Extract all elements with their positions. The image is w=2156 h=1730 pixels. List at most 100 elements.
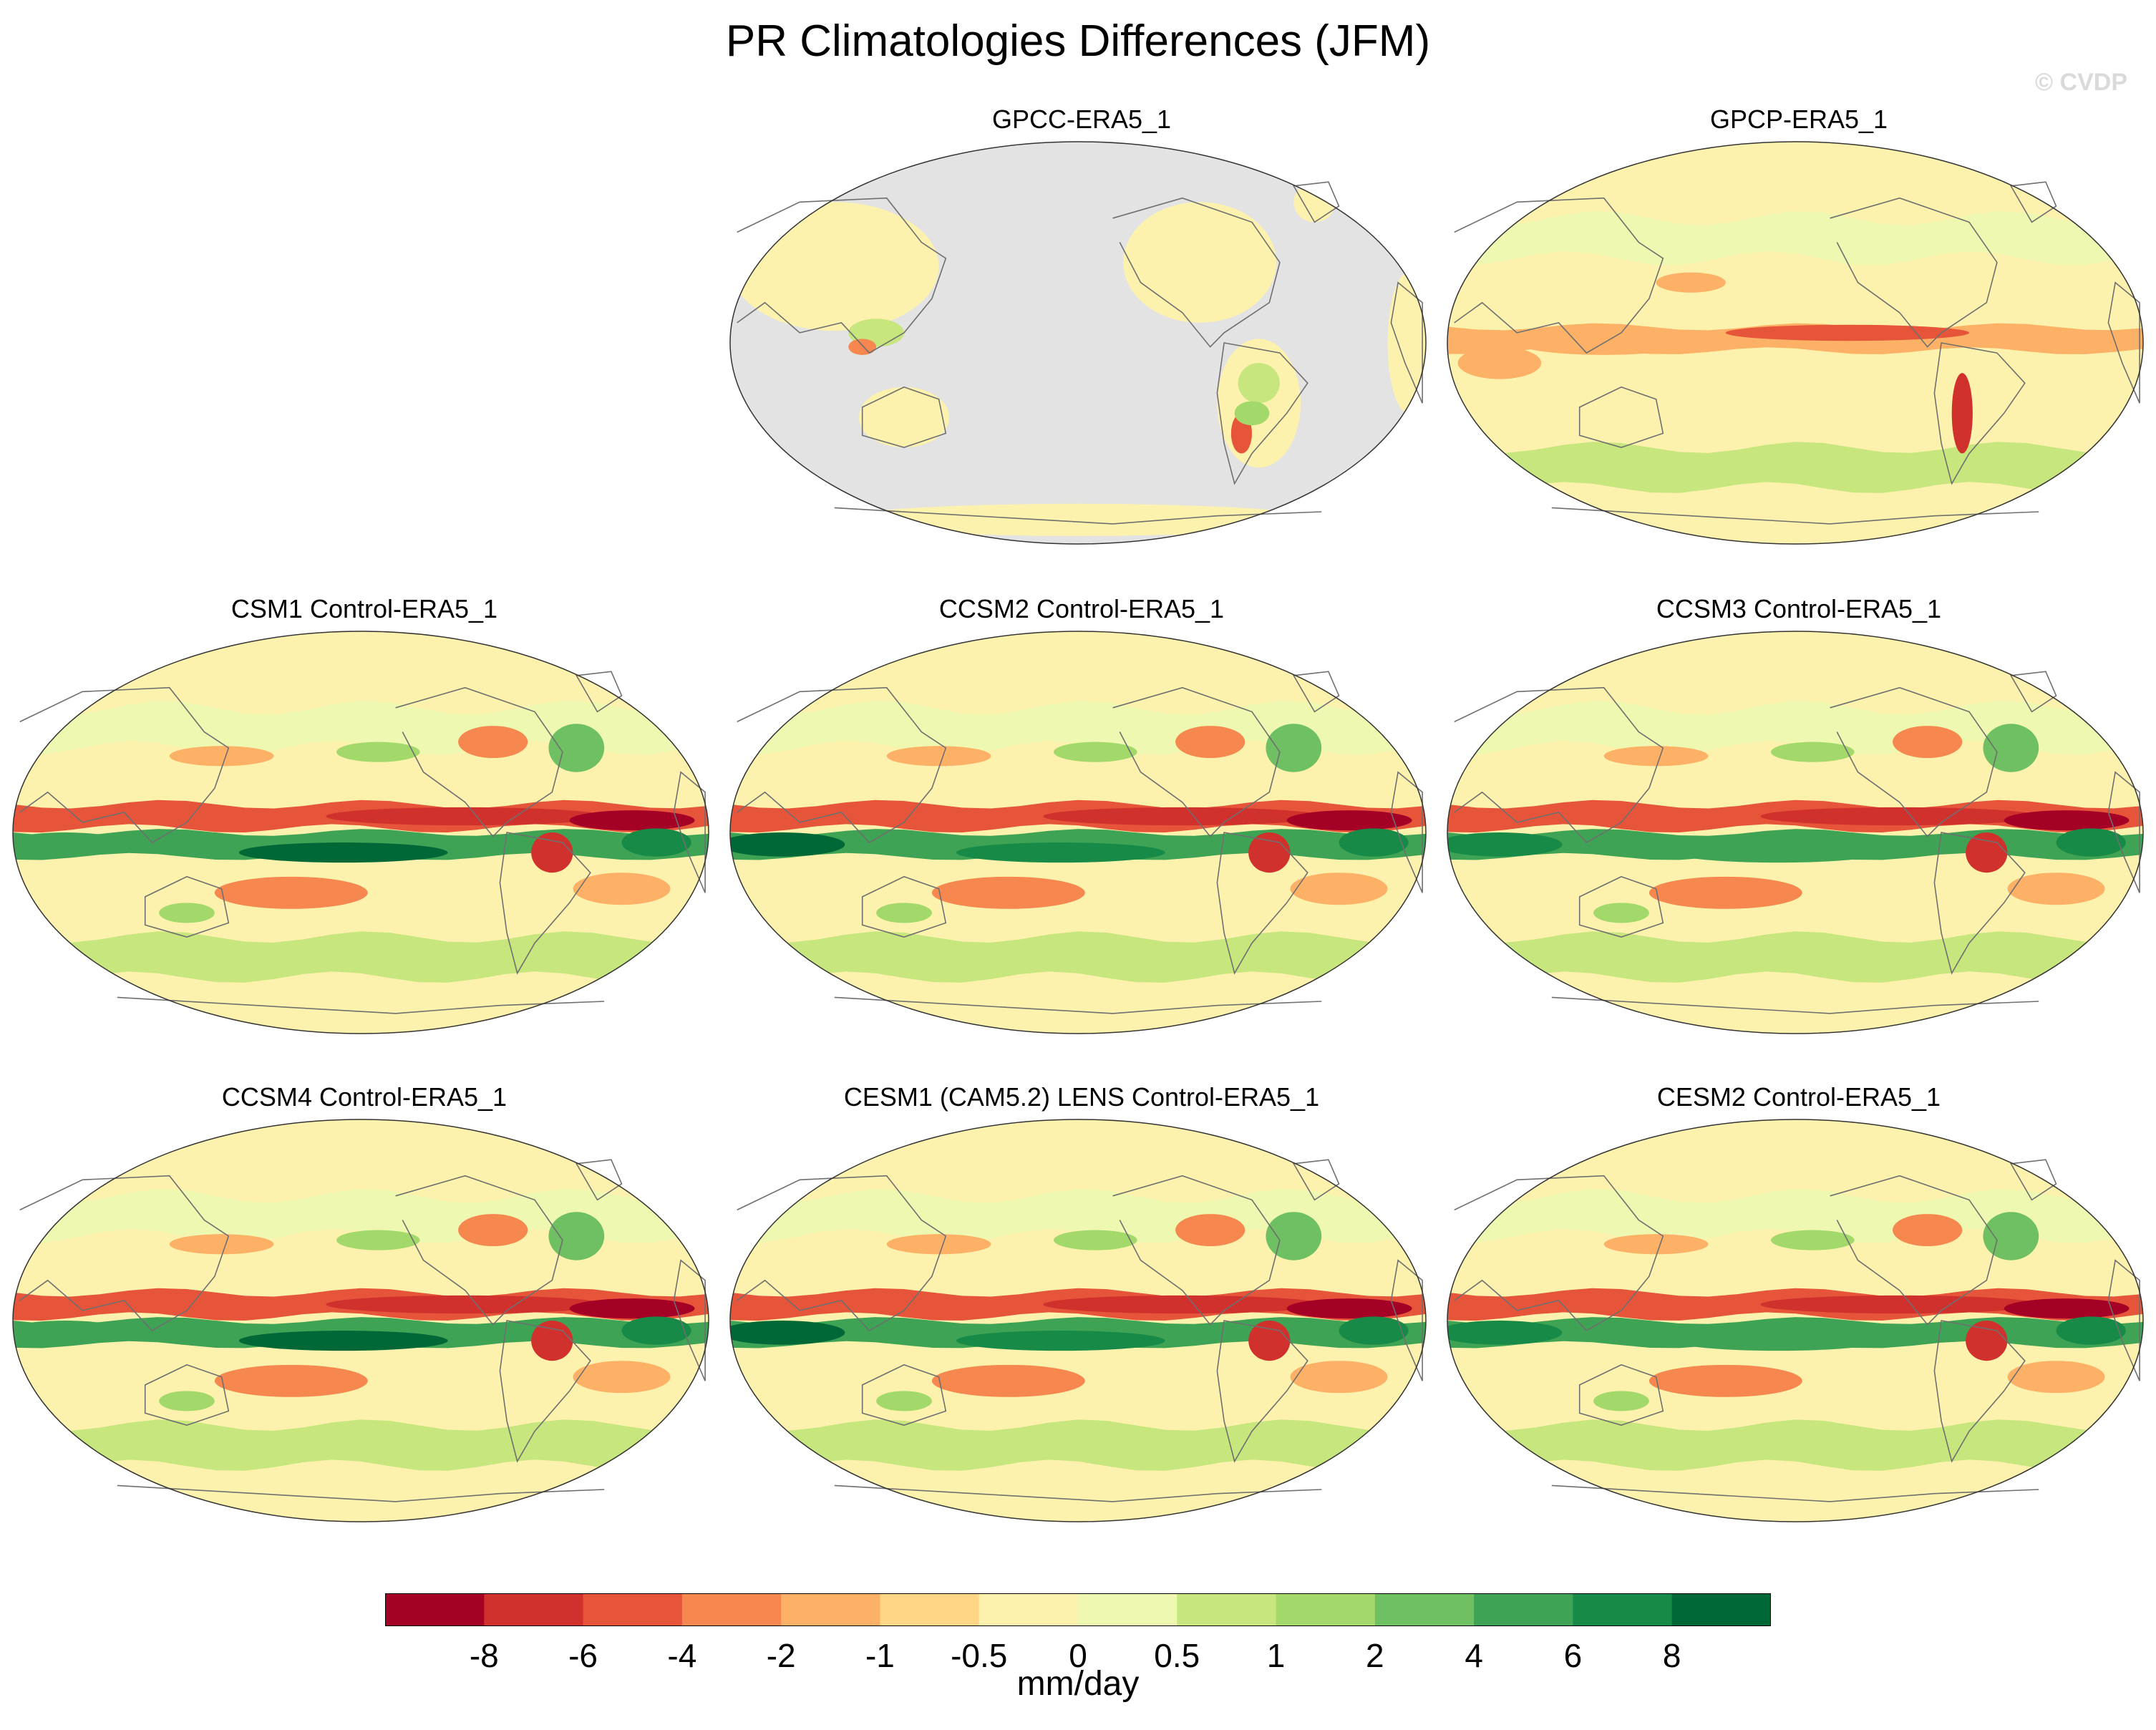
wet-bias <box>1983 724 2039 772</box>
colorbar-units: mm/day <box>1016 1665 1140 1703</box>
colorbar-tick-label: 6 <box>1563 1637 1583 1674</box>
midlat-band-north <box>13 1188 709 1243</box>
wet-bias <box>548 724 605 772</box>
coastline-antarctica <box>1551 507 2039 525</box>
coastline-africa <box>673 1259 706 1381</box>
dry-bias <box>326 807 605 826</box>
midlat-band-north <box>730 1188 1426 1243</box>
panel-title: CCSM4 Control-ERA5_1 <box>221 1082 508 1112</box>
precip-field <box>730 142 1426 544</box>
land-field <box>730 202 939 331</box>
coastline-asia <box>19 686 230 844</box>
map-border <box>729 631 1427 1034</box>
map-panel: CESM2 Control-ERA5_1 <box>1444 1082 2153 1533</box>
dry-bias <box>2007 873 2105 905</box>
colorbar <box>385 1593 1771 1626</box>
wet-bias <box>548 1212 605 1260</box>
land-field <box>1123 202 1277 323</box>
coastline-africa <box>2107 281 2140 404</box>
wet-bias <box>159 903 215 923</box>
coastline-australia <box>1578 386 1664 448</box>
dry-bias <box>1951 373 1973 454</box>
map-panel: CESM1 (CAM5.2) LENS Control-ERA5_1 <box>727 1082 1436 1533</box>
colorbar-swatch <box>1573 1593 1673 1626</box>
dry-bias <box>1603 1234 1709 1255</box>
wet-bias <box>336 1230 420 1250</box>
land-field <box>1238 363 1280 404</box>
robinson-map <box>729 1119 1427 1522</box>
coastline-asia <box>1454 197 1664 354</box>
coastline-africa <box>673 771 706 893</box>
map-border <box>729 141 1427 545</box>
map-border <box>729 1119 1427 1522</box>
wet-bias <box>1266 1212 1322 1260</box>
wet-bias <box>621 1316 691 1345</box>
robinson-map <box>12 631 709 1034</box>
coastline-asia <box>1454 1175 1664 1332</box>
wet-bias <box>1673 842 1883 863</box>
wet-bias <box>2056 828 2126 857</box>
wet-bias <box>876 1391 932 1411</box>
dry-bias <box>1893 726 1963 759</box>
colorbar-swatch <box>979 1593 1079 1626</box>
coastline-north-america <box>395 1175 563 1326</box>
colorbar-tick-label: -8 <box>469 1637 499 1674</box>
dry-bias <box>1286 810 1412 831</box>
dry-bias <box>2004 810 2130 831</box>
dry-bias <box>1656 272 1726 293</box>
dry-bias <box>569 810 695 831</box>
panel-title: GPCP-ERA5_1 <box>1709 105 1888 134</box>
robinson-map <box>729 141 1427 545</box>
map-panel: CCSM4 Control-ERA5_1 <box>10 1082 719 1533</box>
wet-bias <box>1770 742 1855 762</box>
dry-bias <box>458 1214 528 1247</box>
wet-bias <box>1447 832 1563 857</box>
dry-bias <box>1290 1361 1388 1394</box>
wet-bias <box>336 742 420 762</box>
map-border <box>12 631 709 1034</box>
map-panel: CSM1 Control-ERA5_1 <box>10 594 719 1045</box>
colorbar-swatch <box>781 1593 880 1626</box>
coastline-greenland <box>2009 181 2057 223</box>
wet-bias <box>1053 742 1137 762</box>
dry-bias <box>1286 1298 1412 1319</box>
coastline-australia <box>1578 875 1664 938</box>
coastline-antarctica <box>834 507 1322 525</box>
map-border <box>1447 631 2144 1034</box>
coastline-greenland <box>1292 1159 1340 1201</box>
panel-title: CCSM3 Control-ERA5_1 <box>1656 594 1942 623</box>
dry-bias <box>573 1361 671 1394</box>
dry-bias <box>1603 746 1709 767</box>
wet-bias <box>1770 1230 1855 1250</box>
dry-bias <box>326 1295 605 1314</box>
coastline-south-america <box>1933 1320 2026 1463</box>
coastline-antarctica <box>117 996 605 1014</box>
dry-bias <box>1175 1214 1245 1247</box>
dry-bias <box>931 876 1085 909</box>
colorbar-swatch <box>681 1593 782 1626</box>
dry-bias <box>1893 1214 1963 1247</box>
coastline-north-america <box>1112 686 1281 837</box>
coastline-greenland <box>575 671 623 713</box>
wet-bias <box>238 842 448 863</box>
colorbar-swatch <box>484 1593 584 1626</box>
land-field <box>834 503 1322 536</box>
midlat-band-north <box>13 700 709 755</box>
dry-bias <box>886 1234 991 1255</box>
colorbar-tick-label: -0.5 <box>951 1637 1008 1674</box>
coastline-antarctica <box>834 996 1322 1014</box>
robinson-map <box>1447 141 2144 545</box>
robinson-map <box>1447 1119 2144 1522</box>
colorbar-swatch <box>1177 1593 1277 1626</box>
colorbar-tick-label: -4 <box>667 1637 697 1674</box>
land-field <box>848 339 877 355</box>
wet-bias <box>1339 1316 1409 1345</box>
figure-title: PR Climatologies Differences (JFM) <box>725 16 1431 66</box>
dry-bias <box>2004 1298 2130 1319</box>
dry-bias <box>214 1364 368 1397</box>
colorbar-swatch <box>385 1593 485 1626</box>
dry-bias <box>569 1298 695 1319</box>
coastline-africa <box>2107 1259 2140 1381</box>
coastline-australia <box>861 386 947 448</box>
midlat-band-north <box>730 700 1426 755</box>
